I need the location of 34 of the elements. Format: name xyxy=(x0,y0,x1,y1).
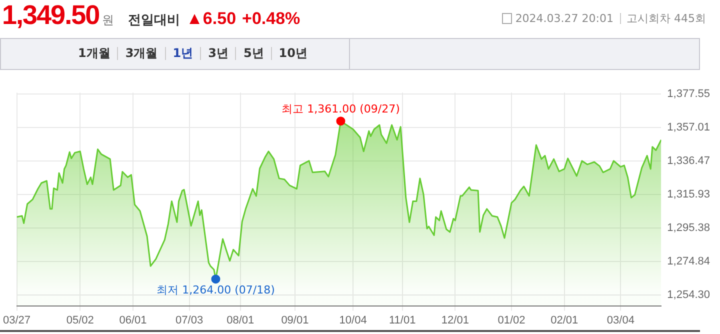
x-tick-label: 05/02 xyxy=(66,314,94,326)
annotation: 최고 1,361.00 (09/27) xyxy=(282,102,400,116)
y-tick-label: 1,336.47 xyxy=(667,155,710,168)
x-tick-label: 11/01 xyxy=(389,314,416,326)
text: ▲6.50 xyxy=(186,9,236,29)
text: 전일대비 xyxy=(128,12,180,29)
x-tick-label: 07/03 xyxy=(176,314,204,326)
y-tick-label: 1,357.01 xyxy=(667,122,710,134)
y-tick-label: 1,377.55 xyxy=(667,88,710,100)
x-tick-label: 02/01 xyxy=(550,314,578,326)
text: 2024.03.27 20:01 xyxy=(515,12,614,25)
x-tick-label: 03/27 xyxy=(3,314,31,326)
text: 5년 xyxy=(235,46,271,60)
text: 10년 xyxy=(270,46,314,60)
text: 3년 xyxy=(200,46,236,60)
text: 1년 xyxy=(164,46,200,60)
x-tick-label: 03/04 xyxy=(606,314,634,326)
y-tick-label: 1,295.38 xyxy=(667,222,710,234)
text: 고시회차 445회 xyxy=(626,11,706,26)
y-tick-label: 1,315.93 xyxy=(667,188,710,201)
x-tick-label: 09/01 xyxy=(281,314,309,326)
y-tick-label: 1,254.30 xyxy=(667,288,710,301)
chart-title: 1,349.50 xyxy=(2,0,100,31)
x-tick-label: 12/01 xyxy=(441,314,469,326)
text: 원 xyxy=(102,12,114,29)
text: +0.48% xyxy=(242,9,300,29)
text: 3개월 xyxy=(117,46,165,60)
x-tick-label: 01/02 xyxy=(498,314,526,326)
y-tick-label: 1,274.84 xyxy=(667,255,710,268)
x-tick-label: 08/01 xyxy=(226,314,254,326)
annotation: 최저 1,264.00 (07/18) xyxy=(156,283,275,296)
x-tick-label: 10/04 xyxy=(339,314,367,326)
text: 1개월 xyxy=(77,46,112,60)
x-tick-label: 06/01 xyxy=(119,314,147,326)
